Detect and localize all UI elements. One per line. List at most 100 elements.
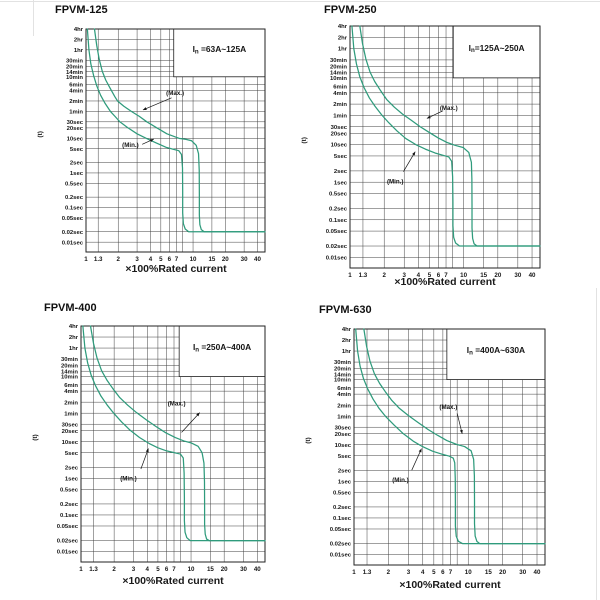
annotation-label-max: (Max.) (439, 404, 457, 411)
y-tick-label: 0.2sec (60, 502, 79, 508)
x-tick-label: 1 (348, 272, 352, 279)
y-tick-label: 0.02sec (330, 542, 352, 548)
annotation-min: (Min.) (120, 448, 149, 482)
annotation-max: (Max.) (142, 90, 184, 111)
trip-curve-max (359, 25, 541, 247)
y-tick-label: 4hr (74, 27, 84, 33)
y-tick-label: 20sec (331, 131, 348, 137)
y-tick-label: 5sec (65, 451, 79, 457)
page-edge-line-right (596, 288, 597, 600)
y-tick-label: 0.02sec (326, 244, 348, 250)
x-tick-label: 6 (441, 569, 445, 576)
annotation-leader-min (403, 151, 416, 172)
y-tick-label: 0.01sec (330, 553, 352, 559)
plot-border (353, 328, 546, 566)
y-tick-label: 10min (330, 76, 347, 82)
y-tick-label: 2hr (342, 338, 352, 344)
annotation-max: (Max.) (426, 105, 458, 119)
x-tick-label: 5 (428, 272, 432, 279)
x-tick-label: 1.3 (89, 566, 98, 573)
time-axis-unit: (t) (37, 131, 44, 138)
y-tick-label: 6min (64, 383, 78, 389)
trip-curve-max (89, 325, 266, 542)
y-tick-label: 0.1sec (333, 516, 352, 522)
time-axis-unit: (t) (305, 437, 312, 444)
y-tick-label: 10min (66, 75, 83, 81)
y-tick-label: 30min (334, 360, 351, 366)
x-tick-label: 2 (382, 272, 386, 279)
y-tick-label: 2min (333, 102, 347, 108)
rating-label: In=125A~250A (469, 43, 525, 54)
y-tick-label: 0.01sec (326, 255, 348, 261)
y-tick-label: 30sec (335, 425, 352, 431)
plot-border (349, 25, 541, 269)
y-tick-label: 20sec (335, 432, 352, 438)
y-tick-label: 1hr (338, 47, 348, 53)
x-tick-labels: 1 1.3 2 3 4 5 6 7 10 15 20 30 40 (79, 566, 261, 573)
annotation-max: (Max.) (168, 401, 201, 433)
chart-fpvm-250: In=125A~250A 4hr2hr1hr30min20min14min10mi… (301, 24, 541, 279)
chart-title-fpvm-630: FPVM-630 (319, 304, 372, 316)
y-tick-label: 6min (69, 83, 83, 89)
annotation-label-max: (Max.) (168, 401, 186, 408)
y-tick-label: 0.05sec (326, 229, 348, 235)
y-tick-label: 0.5sec (329, 192, 348, 198)
y-tick-label: 4min (64, 389, 78, 395)
x-tick-label: 1.3 (94, 256, 103, 263)
x-tick-label: 30 (514, 272, 521, 279)
y-tick-label: 0.5sec (60, 487, 79, 493)
x-tick-label: 10 (460, 272, 467, 279)
x-tick-label: 15 (207, 566, 214, 573)
y-tick-label: 4hr (69, 324, 79, 330)
annotation-arrowhead-max (142, 107, 147, 110)
x-tick-labels: 1 1.3 2 3 4 5 6 7 10 15 20 30 40 (348, 272, 536, 279)
y-tick-label: 5sec (70, 147, 84, 153)
y-tick-label: 0.01sec (62, 240, 84, 246)
annotation-leader-min (140, 448, 149, 470)
y-tick-label: 2min (337, 403, 351, 409)
annotation-min: (Min.) (122, 138, 154, 149)
x-tick-labels: 1 1.3 2 3 4 5 6 7 10 15 20 30 40 (84, 256, 261, 263)
x-tick-label: 1.3 (363, 569, 372, 576)
x-tick-label: 30 (241, 256, 248, 263)
y-tick-label: 1sec (70, 171, 84, 177)
y-tick-label: 0.2sec (333, 505, 352, 511)
x-tick-label: 10 (465, 569, 472, 576)
x-tick-label: 15 (208, 256, 215, 263)
annotation-leader-max (181, 412, 201, 433)
y-tick-label: 0.05sec (57, 524, 79, 530)
x-tick-label: 30 (240, 566, 247, 573)
annotation-min: (Min.) (392, 448, 422, 484)
y-tick-label: 14min (330, 70, 347, 76)
y-tick-label: 20min (330, 65, 347, 71)
y-tick-label: 5sec (334, 154, 348, 160)
y-tick-label: 2sec (334, 169, 348, 175)
y-tick-label: 30sec (62, 422, 79, 428)
annotation-label-max: (Max.) (166, 90, 184, 97)
y-tick-label: 0.05sec (330, 527, 352, 533)
y-tick-label: 0.02sec (62, 230, 84, 236)
time-axis-unit: (t) (32, 434, 39, 441)
y-tick-label: 20sec (62, 429, 79, 435)
x-tick-label: 3 (402, 272, 406, 279)
trip-curve-max (93, 28, 266, 233)
y-tick-label: 10sec (335, 443, 352, 449)
y-tick-label: 10min (334, 378, 351, 384)
rating-label-box (173, 28, 266, 78)
rating-label: In =63A~125A (193, 44, 247, 55)
y-tick-label: 0.01sec (57, 550, 79, 556)
x-tick-label: 1 (84, 256, 88, 263)
page-edge-line-left (33, 0, 34, 36)
annotation-arrowhead-max (459, 429, 463, 434)
y-tick-label: 0.1sec (65, 206, 84, 212)
y-tick-label: 4min (69, 89, 83, 95)
annotation-label-min: (Min.) (392, 477, 409, 484)
rating-label: In =250A~400A (193, 342, 251, 353)
x-axis-title-fpvm-630: ×100%Rated current (399, 579, 501, 591)
y-tick-label: 30min (66, 58, 83, 64)
trip-curve-min (86, 28, 266, 233)
chart-fpvm-125: In =63A~125A4hr2hr1hr30min20min14min10mi… (37, 27, 266, 263)
